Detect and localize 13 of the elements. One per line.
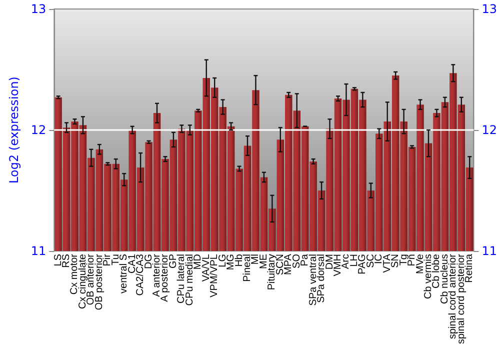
x-tick-label: spinal cord posterior (456, 253, 467, 344)
x-tick-label: ME (258, 254, 270, 269)
y-axis-title: Log2 (expression) (7, 76, 21, 184)
y-tick-label: 13 (30, 2, 46, 16)
y2-tick-label: 11 (482, 244, 498, 258)
y-tick-label: 11 (30, 244, 46, 258)
y2-tick-label: 13 (482, 2, 498, 16)
x-tick-label: OB posterior (94, 253, 105, 310)
x-tick-label: Pituitary (266, 254, 278, 290)
y-tick-label: 12 (30, 123, 46, 137)
x-tick-label: Tg (398, 254, 410, 266)
y2-tick-label: 12 (482, 123, 498, 137)
x-tick-label: Retina (464, 254, 476, 283)
